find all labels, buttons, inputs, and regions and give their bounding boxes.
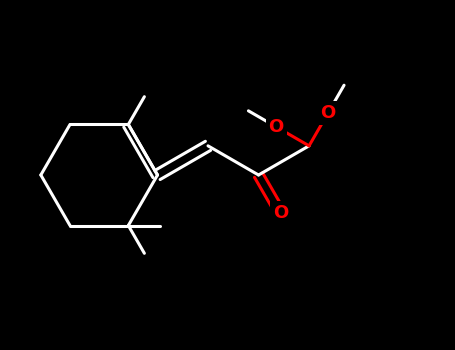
Text: O: O xyxy=(273,204,288,222)
Text: O: O xyxy=(320,104,336,122)
Text: O: O xyxy=(268,118,284,136)
